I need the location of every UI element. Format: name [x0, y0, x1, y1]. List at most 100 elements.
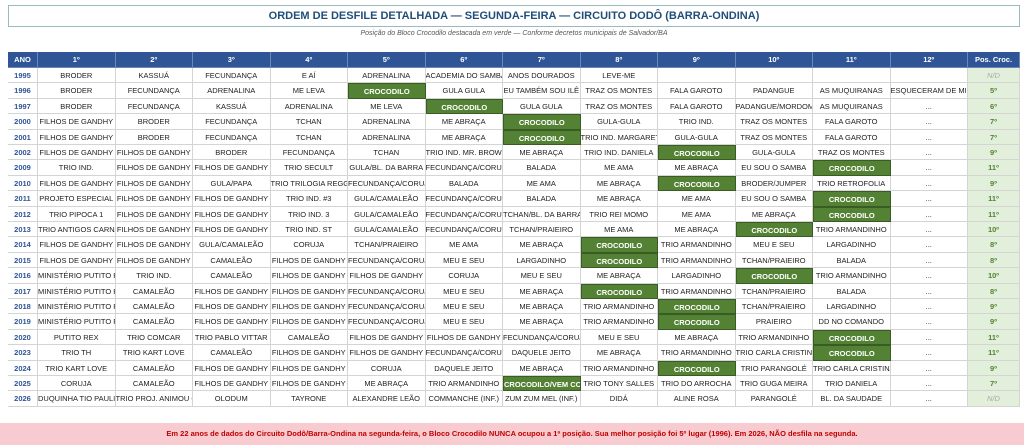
cell: MEU E SEU	[425, 252, 503, 269]
cell: ME AMA	[580, 160, 658, 176]
cell: TRIO IND. ST	[270, 222, 348, 238]
cell: 5º	[968, 83, 1020, 99]
cell: CROCODILO/VEM COMIGO	[503, 376, 581, 392]
cell: 7º	[968, 114, 1020, 130]
cell: TRIO KART LOVE	[115, 345, 193, 361]
cell: TRIO PROJ. ANIMOU GERAL	[115, 391, 193, 407]
cell: 11º	[968, 329, 1020, 346]
cell: TRIO CARLA CRISTINA	[813, 360, 891, 376]
cell: CORUJA	[425, 268, 503, 284]
cell: ...	[890, 283, 968, 299]
column-header: 1º	[38, 52, 116, 68]
cell: ACADEMIA DO SAMBA	[425, 68, 503, 84]
cell: ME ABRAÇA	[503, 145, 581, 161]
cell: CROCODILO	[813, 160, 891, 176]
cell: TRAZ OS MONTES	[813, 145, 891, 161]
cell: ADRENALINA	[348, 68, 426, 84]
cell: FILHOS DE GANDHY	[270, 268, 348, 284]
cell: TRIO COMCAR	[115, 329, 193, 346]
cell: ...	[890, 360, 968, 376]
cell: 8º	[968, 283, 1020, 299]
cell: MINISTÉRIO PUTITO REX	[38, 299, 116, 315]
cell: ESQUECERAM DE MIM	[890, 83, 968, 99]
cell: ...	[890, 145, 968, 161]
cell: ME ABRAÇA	[580, 191, 658, 207]
cell: TCHAN	[270, 129, 348, 145]
cell: ...	[890, 114, 968, 130]
cell: ADRENALINA	[193, 83, 271, 99]
cell: TRIO SECULT	[270, 160, 348, 176]
cell: 9º	[968, 145, 1020, 161]
column-header: ANO	[8, 52, 38, 68]
year-cell: 2017	[8, 283, 38, 299]
cell: FILHOS DE GANDHY	[193, 160, 271, 176]
cell: ME ABRAÇA	[503, 360, 581, 376]
year-cell: 2020	[8, 329, 38, 346]
cell: 11º	[968, 206, 1020, 222]
cell: FILHOS DE GANDHY	[270, 299, 348, 315]
cell: TRIO PIPOCA 1	[38, 206, 116, 222]
cell: 8º	[968, 237, 1020, 253]
cell: TRIO TH	[38, 345, 116, 361]
cell: FILHOS DE GANDHY	[38, 145, 116, 161]
cell: FILHOS DE GANDHY	[348, 345, 426, 361]
cell: FILHOS DE GANDHY	[38, 175, 116, 192]
cell: FILHOS DE GANDHY	[193, 299, 271, 315]
cell: ...	[890, 299, 968, 315]
cell: BRODER	[38, 83, 116, 99]
cell: ...	[890, 391, 968, 407]
cell: ME ABRAÇA	[425, 114, 503, 130]
year-cell: 2001	[8, 129, 38, 145]
cell	[735, 68, 813, 84]
cell: ME ABRAÇA	[580, 175, 658, 192]
cell: CAMALEÃO	[115, 376, 193, 392]
cell: LARGADINHO	[813, 237, 891, 253]
cell: ME ABRAÇA	[503, 314, 581, 330]
cell: FILHOS DE GANDHY	[270, 314, 348, 330]
cell: FECUNDANÇA/CORUJA	[425, 160, 503, 176]
cell: MEU E SEU	[425, 283, 503, 299]
cell: 6º	[968, 98, 1020, 115]
cell: ME AMA	[658, 206, 736, 222]
cell: GULA/CAMALEÃO	[193, 237, 271, 253]
cell: LARGADINHO	[658, 268, 736, 284]
cell: TCHAN/PRAIEIRO	[735, 299, 813, 315]
column-header: 11º	[813, 52, 891, 68]
cell: FALA GAROTO	[658, 98, 736, 115]
cell: TRIO ARMANDINHO	[425, 376, 503, 392]
cell: FILHOS DE GANDHY	[38, 252, 116, 269]
cell: TRIO IND. DANIELA	[580, 145, 658, 161]
cell: ...	[890, 376, 968, 392]
cell: ZUM ZUM MEL (INF.)	[503, 391, 581, 407]
cell	[813, 68, 891, 84]
cell: CROCODILO	[425, 98, 503, 115]
cell: ...	[890, 329, 968, 346]
cell: CAMALEÃO	[115, 283, 193, 299]
cell: TRIO ARMANDINHO	[658, 252, 736, 269]
cell: TRIO DO ARROCHA	[658, 376, 736, 392]
cell: BALADA	[425, 175, 503, 192]
year-cell: 2023	[8, 345, 38, 361]
cell: TRIO ARMANDINHO	[658, 283, 736, 299]
cell: FILHOS DE GANDHY	[193, 283, 271, 299]
cell: ...	[890, 98, 968, 115]
cell: TRIO CARLA CRISTINA	[735, 345, 813, 361]
cell: FILHOS DE GANDHY	[193, 206, 271, 222]
cell: TRIO IND.	[115, 268, 193, 284]
cell: CORUJA	[348, 360, 426, 376]
cell: TRIO ARMANDINHO	[580, 299, 658, 315]
cell: 10º	[968, 222, 1020, 238]
cell: BALADA	[503, 191, 581, 207]
column-header: Pos. Croc.	[968, 52, 1020, 68]
cell: COMMANCHE (INF.)	[425, 391, 503, 407]
column-header: 3º	[193, 52, 271, 68]
cell: CROCODILO	[735, 222, 813, 238]
cell: FECUNDANÇA	[193, 114, 271, 130]
cell: CAMALEÃO	[193, 345, 271, 361]
cell: CROCODILO	[658, 299, 736, 315]
cell: FILHOS DE GANDHY	[193, 376, 271, 392]
cell: MEU E SEU	[503, 268, 581, 284]
cell: FILHOS DE GANDHY	[425, 329, 503, 346]
